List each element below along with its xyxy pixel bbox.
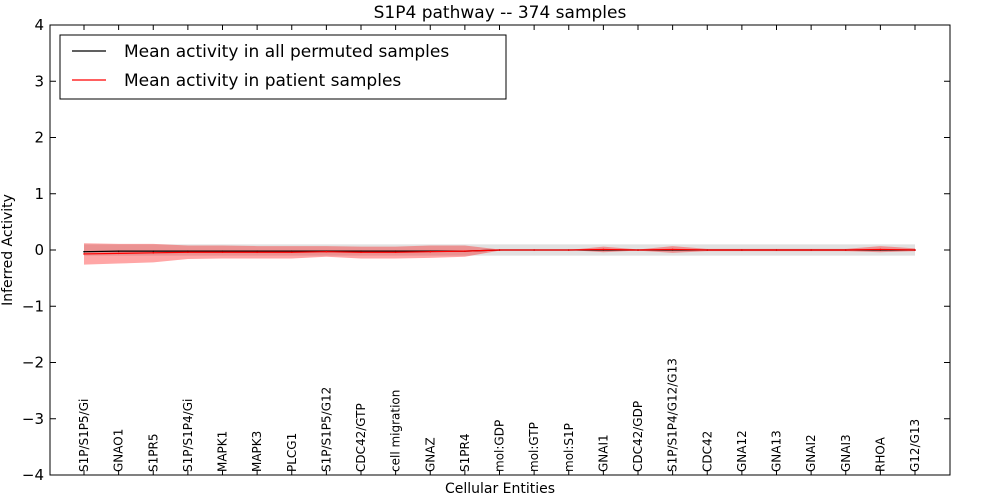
x-tick-label: RHOA <box>873 436 887 472</box>
y-tick-label: 3 <box>34 72 44 90</box>
x-tick-label: cell migration <box>389 390 403 472</box>
x-tick-label: G12/G13 <box>908 419 922 472</box>
x-tick-label: CDC42 <box>700 431 714 472</box>
x-tick-label: S1P/S1P4/Gi <box>181 399 195 472</box>
series-0-point <box>360 250 362 252</box>
chart-title: S1P4 pathway -- 374 samples <box>374 3 627 23</box>
series-1-point <box>187 251 189 254</box>
y-tick-label: 2 <box>34 129 44 147</box>
series-1-point <box>567 249 570 251</box>
series-lines <box>83 248 916 255</box>
y-axis: −4 −3 −2 −1 0 1 2 3 4 <box>22 16 950 484</box>
series-1-point <box>775 249 778 251</box>
series-1-point <box>117 252 120 255</box>
series-1-point <box>671 248 674 251</box>
x-tick-label: S1PR5 <box>146 434 160 472</box>
series-1-point <box>879 248 882 251</box>
series-1-point <box>741 249 743 251</box>
series-0-point <box>187 250 189 252</box>
x-tick-label: GNAI3 <box>839 434 853 472</box>
series-1-point <box>706 249 709 251</box>
x-tick-label: S1P/S1P5/G12 <box>319 387 333 472</box>
y-tick-label: −1 <box>22 297 44 315</box>
series-1-point <box>394 251 397 254</box>
series-0-point <box>256 250 258 252</box>
series-band-1 <box>84 243 915 265</box>
series-1-point <box>844 249 847 251</box>
series-1-point <box>83 253 85 255</box>
series-1-point <box>256 251 258 254</box>
series-1-point <box>914 249 916 251</box>
series-0-point <box>394 250 397 252</box>
x-tick-label: CDC42/GDP <box>631 401 645 472</box>
y-tick-label: 0 <box>34 241 44 259</box>
y-tick-label: −2 <box>22 354 44 372</box>
series-1-point <box>602 248 605 251</box>
series-0-point <box>117 250 120 252</box>
series-1-point <box>290 251 293 254</box>
series-1-point <box>221 251 224 254</box>
series-1-point <box>498 249 501 251</box>
x-tick-label: GNA12 <box>735 430 749 472</box>
legend: Mean activity in all permuted samples Me… <box>59 34 507 100</box>
x-tick-label: GNAZ <box>423 437 437 472</box>
y-tick-label: 1 <box>34 185 44 203</box>
x-axis: S1P/S1P5/Gi GNAO1 S1PR5 S1P/S1P4/Gi MAPK1 MAP… <box>77 25 922 475</box>
series-0-point <box>83 250 85 253</box>
x-tick-label: S1P/S1P5/Gi <box>77 399 91 472</box>
series-0-point <box>290 250 293 252</box>
x-tick-label: GNAO1 <box>112 429 126 472</box>
x-tick-label: mol:GTP <box>527 422 541 472</box>
x-tick-label: GNAI1 <box>596 434 610 472</box>
series-1-point <box>429 250 432 253</box>
x-tick-label: MAPK3 <box>250 431 264 472</box>
x-tick-label: MAPK1 <box>216 431 230 472</box>
x-axis-label: Cellular Entities <box>445 481 555 497</box>
legend-label-patient: Mean activity in patient samples <box>124 71 401 91</box>
x-tick-label: GNAI2 <box>804 434 818 472</box>
series-1-point <box>637 249 639 251</box>
y-axis-label: Inferred Activity <box>0 194 16 306</box>
x-tick-label: PLCG1 <box>285 433 299 472</box>
legend-label-permuted: Mean activity in all permuted samples <box>124 42 449 62</box>
series-1-point <box>152 252 155 254</box>
series-1-point <box>464 250 466 252</box>
series-0-point <box>221 250 224 252</box>
x-tick-label: CDC42/GTP <box>354 403 368 472</box>
series-1-point <box>810 249 812 251</box>
x-tick-label: S1PR4 <box>458 434 472 472</box>
x-tick-label: S1P/S1P4/G12/G13 <box>666 358 680 472</box>
legend-box <box>59 34 507 100</box>
y-tick-label: −3 <box>22 410 44 428</box>
x-tick-label: mol:GDP <box>493 420 507 472</box>
x-tick-label: GNA13 <box>770 430 784 472</box>
series-1-point <box>325 250 328 253</box>
series-0-point <box>152 250 155 252</box>
series-1-point <box>360 251 362 254</box>
series-1-point <box>533 249 535 251</box>
y-tick-label: 4 <box>34 16 44 34</box>
y-tick-label: −4 <box>22 466 44 484</box>
x-tick-label: mol:S1P <box>562 423 576 472</box>
